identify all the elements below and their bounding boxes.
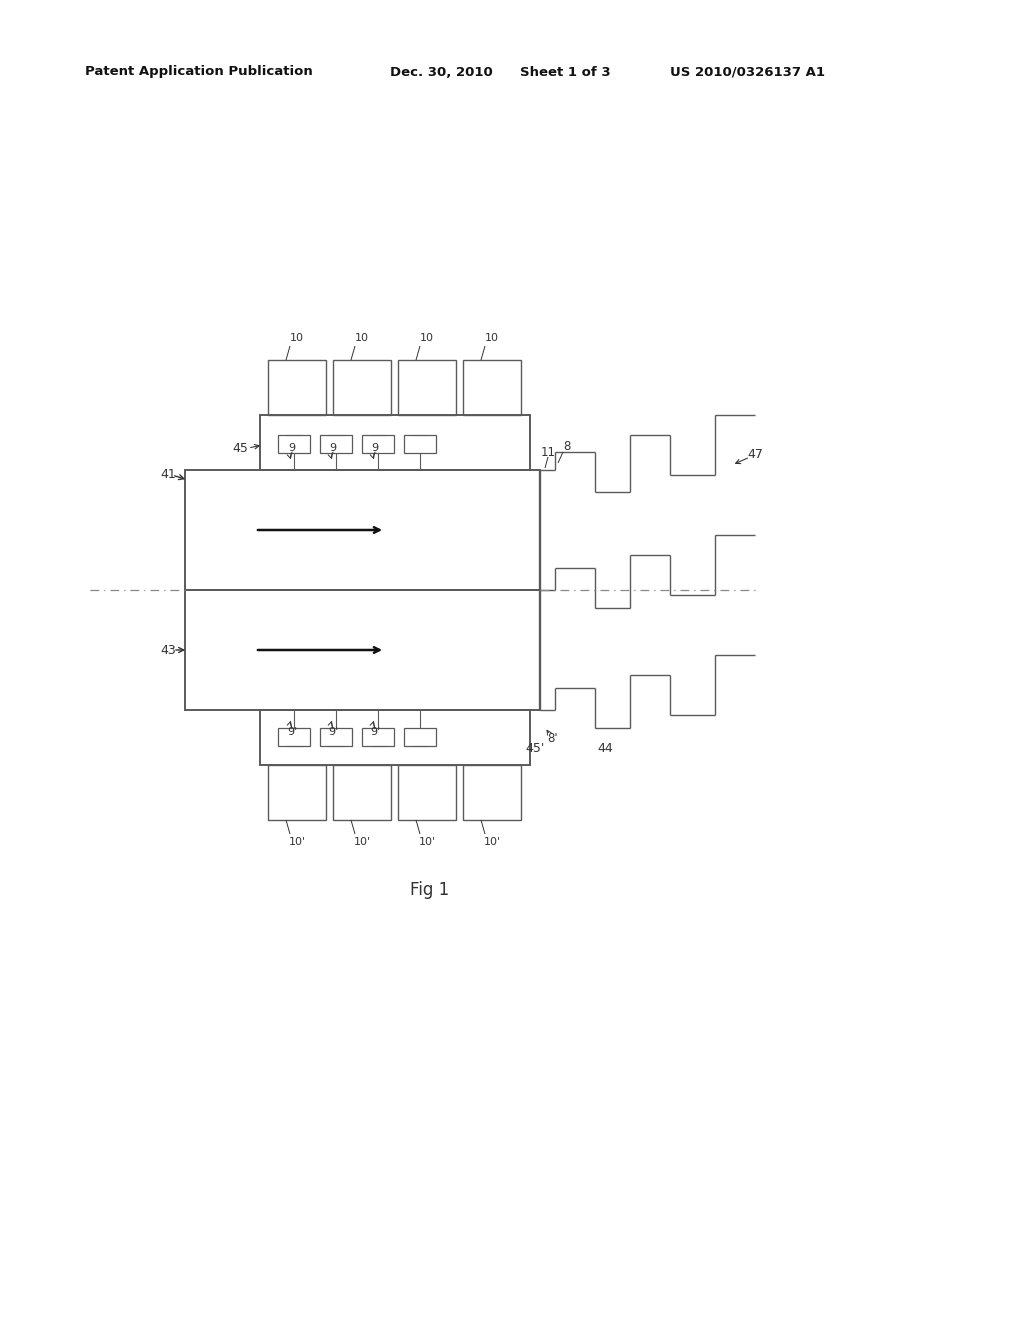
Bar [185, 590, 540, 710]
Text: 41: 41 [160, 469, 176, 482]
Text: 8: 8 [563, 441, 570, 454]
Text: 45: 45 [232, 441, 248, 454]
Text: 10: 10 [290, 333, 304, 343]
Bar [398, 360, 456, 414]
Bar [185, 470, 540, 590]
Text: 45': 45' [525, 742, 545, 755]
Bar [260, 414, 530, 470]
Text: 47: 47 [748, 449, 763, 462]
Text: 9': 9' [287, 727, 297, 737]
Text: US 2010/0326137 A1: US 2010/0326137 A1 [670, 66, 825, 78]
Text: 11: 11 [541, 446, 555, 458]
Bar [463, 766, 521, 820]
Text: 9: 9 [330, 444, 337, 453]
Text: Sheet 1 of 3: Sheet 1 of 3 [520, 66, 610, 78]
Text: 10': 10' [483, 837, 501, 847]
Bar [268, 360, 326, 414]
Bar [463, 360, 521, 414]
Bar [398, 766, 456, 820]
Bar [362, 436, 394, 453]
Text: Dec. 30, 2010: Dec. 30, 2010 [390, 66, 493, 78]
Bar [333, 360, 391, 414]
Bar [278, 729, 310, 746]
Bar [268, 766, 326, 820]
Bar [260, 710, 530, 766]
Text: 9': 9' [370, 727, 380, 737]
Text: 9: 9 [372, 444, 379, 453]
Text: 10: 10 [420, 333, 434, 343]
Bar [362, 729, 394, 746]
Text: 9: 9 [289, 444, 296, 453]
Text: Patent Application Publication: Patent Application Publication [85, 66, 312, 78]
Bar [404, 436, 436, 453]
Text: 9': 9' [328, 727, 338, 737]
Text: 8': 8' [548, 731, 558, 744]
Text: 43: 43 [160, 644, 176, 656]
Bar [333, 766, 391, 820]
Text: 10': 10' [419, 837, 435, 847]
Text: 10: 10 [485, 333, 499, 343]
Text: Fig 1: Fig 1 [411, 880, 450, 899]
Bar [319, 729, 352, 746]
Text: 10': 10' [289, 837, 305, 847]
Bar [319, 436, 352, 453]
Bar [278, 436, 310, 453]
Text: 10': 10' [353, 837, 371, 847]
Text: 10: 10 [355, 333, 369, 343]
Bar [404, 729, 436, 746]
Text: 44: 44 [597, 742, 613, 755]
